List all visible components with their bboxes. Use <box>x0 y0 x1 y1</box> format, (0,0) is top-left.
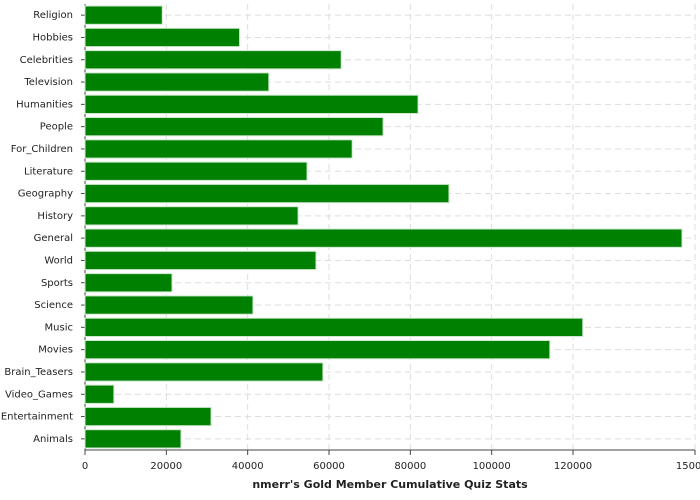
bar <box>84 429 182 449</box>
y-tick-label: Entertainment <box>1 412 73 423</box>
y-tick-label: People <box>40 122 73 133</box>
x-tick-label: 20000 <box>150 461 182 472</box>
x-tick-label: 150000 <box>676 461 700 472</box>
bar <box>84 406 212 427</box>
bar <box>84 94 419 114</box>
y-tick-label: Video_Games <box>5 389 73 400</box>
bar <box>84 295 254 315</box>
x-tick-label: 80000 <box>394 461 426 472</box>
y-tick-label: Sports <box>41 278 73 289</box>
chart-title: nmerr's Gold Member Cumulative Quiz Stat… <box>252 478 528 491</box>
y-tick-label: Hobbies <box>33 32 73 43</box>
y-tick-label: World <box>44 255 73 266</box>
x-tick-label: 60000 <box>313 461 345 472</box>
x-tick-label: 40000 <box>232 461 264 472</box>
y-tick-label: Television <box>23 77 73 88</box>
bar <box>84 250 317 271</box>
bar <box>84 139 353 159</box>
y-tick-label: Geography <box>18 189 73 200</box>
bar <box>84 27 241 48</box>
bar <box>84 183 450 204</box>
x-tick-label: 100000 <box>473 461 511 472</box>
y-tick-label: For_Children <box>11 144 73 155</box>
bar <box>84 206 299 226</box>
x-tick-label: 120000 <box>554 461 592 472</box>
bar <box>84 273 173 293</box>
y-tick-label: History <box>37 211 73 222</box>
y-tick-label: Humanities <box>16 99 73 110</box>
bar <box>84 117 384 137</box>
bar <box>84 228 683 248</box>
bar <box>84 161 308 181</box>
bar <box>84 384 115 404</box>
bar <box>84 72 270 92</box>
y-tick-label: Celebrities <box>20 55 73 66</box>
bar <box>84 317 584 337</box>
y-tick-label: Animals <box>33 434 73 445</box>
bar <box>84 362 324 382</box>
y-tick-label: Science <box>34 300 73 311</box>
y-tick-label: Brain_Teasers <box>4 367 73 378</box>
bar <box>84 5 163 25</box>
y-tick-label: General <box>34 233 73 244</box>
x-tick-label: 0 <box>82 461 88 472</box>
bar <box>84 340 551 360</box>
y-tick-label: Music <box>45 322 73 333</box>
y-tick-label: Literature <box>24 166 73 177</box>
bar <box>84 50 342 70</box>
y-tick-label: Religion <box>33 10 73 21</box>
y-tick-label: Movies <box>38 345 73 356</box>
